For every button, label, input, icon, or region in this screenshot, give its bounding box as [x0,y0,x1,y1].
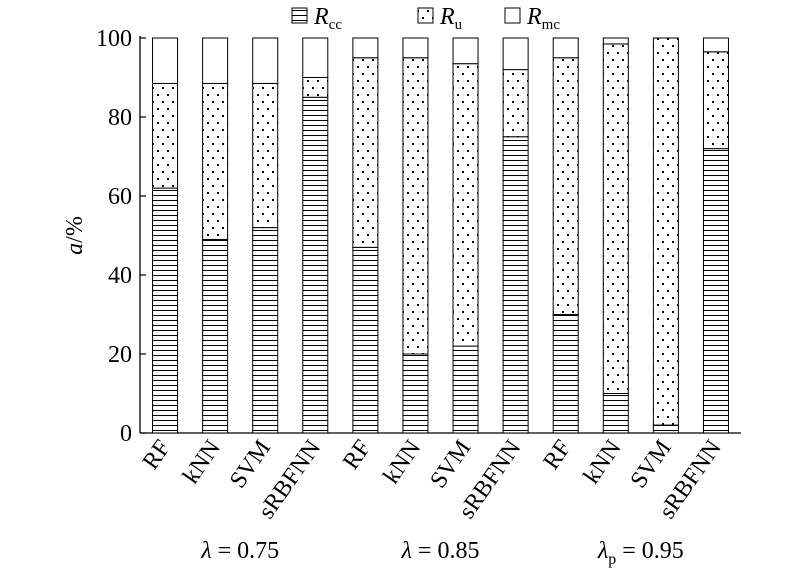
bar-segment-Rcc-0 [152,187,179,434]
category-label-1: kNN [178,436,226,489]
legend-swatch-0 [291,7,308,24]
bar-segment-Ru-6 [452,63,479,347]
legend-swatch-1 [417,7,434,24]
bar-segment-Rcc-7 [502,136,529,434]
group-label-symbol: λ [401,538,412,564]
legend-label-main: R [526,4,542,30]
bar-segment-Rmc-0 [152,37,179,84]
y-axis-label-italic: a [62,243,88,255]
legend-label-main: R [313,4,329,30]
bar-segment-Rcc-6 [452,345,479,434]
group-label-sub: p [608,551,616,568]
bar-segment-Rmc-2 [252,37,279,84]
bar-segment-Rmc-9 [602,37,629,45]
category-label-4: RF [338,436,376,475]
bars [152,37,729,434]
bar-segment-Rcc-3 [302,96,329,434]
bar-segment-Ru-7 [502,69,529,138]
group-label-text: = 0.85 [412,538,480,564]
bar-segment-Ru-4 [352,57,379,248]
group-label-2: λp = 0.95 [597,538,684,568]
bar-segment-Rcc-11 [702,148,729,434]
y-tick-label-2: 40 [108,263,132,289]
y-tick-label-5: 100 [96,26,132,52]
legend-label-main: R [439,4,455,30]
group-label-symbol: λ [597,538,608,564]
y-axis-label-rest: /% [62,216,88,243]
legend-label-sub: u [455,17,463,33]
bar-segment-Rmc-6 [452,37,479,65]
y-tick-label-3: 60 [108,184,132,210]
bar-segment-Ru-0 [152,82,179,189]
bar-segment-Ru-11 [702,51,729,150]
category-label-9: kNN [579,436,627,489]
legend-swatch-2 [504,7,521,24]
y-tick-label-0: 0 [120,421,132,447]
bar-segment-Ru-2 [252,82,279,229]
y-tick-label-4: 80 [108,105,132,131]
bar-segment-Rcc-4 [352,246,379,434]
axes: 0 20 40 60 80 100 a/% [62,26,741,447]
y-tick-label-1: 20 [108,342,132,368]
bar-segment-Rcc-1 [202,238,229,434]
legend-label-2: Rmc [526,4,560,33]
legend-label-0: Rcc [313,4,342,33]
bar-segment-Rmc-7 [502,37,529,71]
category-label-0: RF [138,436,176,475]
legend: Rcc Ru Rmc [291,4,560,33]
category-label-8: RF [538,436,576,475]
bar-segment-Rmc-4 [352,37,379,59]
bar-segment-Rmc-11 [702,37,729,53]
bar-segment-Ru-9 [602,43,629,395]
category-label-2: SVM [225,436,276,494]
bar-segment-Ru-1 [202,82,229,240]
bar-segment-Ru-10 [652,37,679,426]
bar-segment-Rcc-10 [652,424,679,434]
bar-segment-Rcc-8 [552,314,579,434]
group-label-text: = 0.75 [212,538,280,564]
bar-segment-Rmc-8 [552,37,579,59]
legend-label-1: Ru [439,4,463,33]
bar-segment-Rcc-2 [252,227,279,434]
bar-segment-Rcc-9 [602,393,629,434]
bar-segment-Rmc-1 [202,37,229,84]
bar-segment-Ru-8 [552,57,579,315]
bar-segment-Rcc-5 [402,353,429,434]
y-axis-label: a/% [62,216,88,255]
group-label-symbol: λ [200,538,211,564]
category-label-10: SVM [626,436,677,494]
bar-segment-Ru-5 [402,57,429,355]
category-label-5: kNN [378,436,426,489]
bar-segment-Rmc-3 [302,37,329,78]
legend-label-sub: cc [329,17,343,33]
category-label-6: SVM [425,436,476,494]
bar-segment-Rmc-5 [402,37,429,59]
bar-segment-Ru-3 [302,77,329,98]
group-label-text: = 0.95 [616,538,684,564]
legend-label-sub: mc [542,17,561,33]
group-label-0: λ = 0.75 [200,538,279,564]
group-label-1: λ = 0.85 [401,538,480,564]
